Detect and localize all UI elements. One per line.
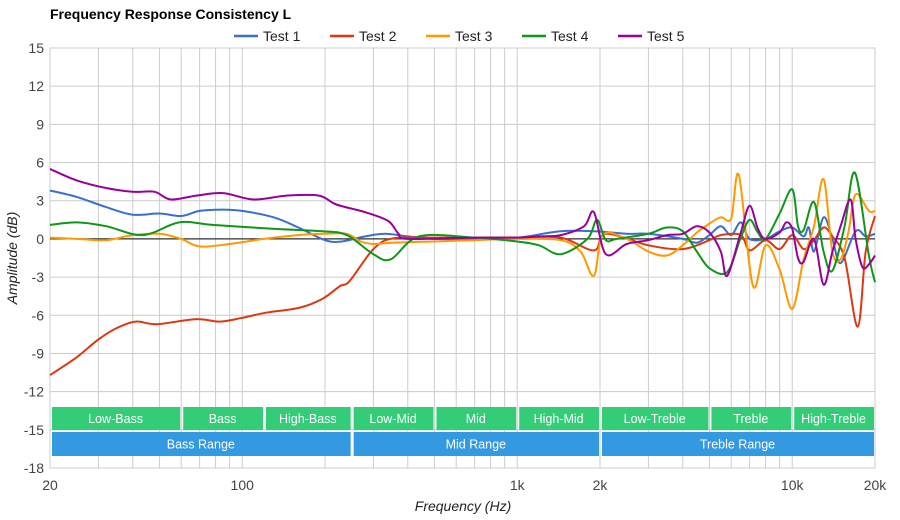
y-tick-label: -3 bbox=[32, 269, 45, 285]
x-tick-label: 10k bbox=[781, 477, 805, 493]
y-tick-label: -15 bbox=[24, 422, 44, 438]
band-bands_top-box bbox=[711, 407, 792, 430]
y-tick-label: 0 bbox=[36, 231, 44, 247]
plot-frame bbox=[49, 47, 876, 469]
band-label: Treble bbox=[733, 412, 768, 426]
y-tick-label: 9 bbox=[36, 116, 44, 132]
series-line-test-3 bbox=[49, 172, 876, 310]
band-bands_top-box bbox=[52, 407, 181, 430]
legend: Test 1 Test 2 Test 3 Test 4 Test 5 bbox=[234, 28, 685, 44]
frequency-bands: Low-Bass Bass High-Bass Low-Mid Mid High-Mid L… bbox=[52, 407, 874, 456]
x-axis-label: Frequency (Hz) bbox=[415, 498, 511, 514]
band-label: High-Bass bbox=[279, 412, 337, 426]
y-tick-label: -12 bbox=[24, 384, 44, 400]
series-line-test-4 bbox=[49, 171, 876, 283]
band-bands_top-box bbox=[602, 407, 709, 430]
series-line-test-1 bbox=[49, 189, 876, 265]
band-label: High-Mid bbox=[534, 412, 584, 426]
legend-label: Test 4 bbox=[551, 28, 589, 44]
band-bands_bottom-box bbox=[602, 432, 874, 456]
band-label: High-Treble bbox=[801, 412, 866, 426]
band-bands_top-box bbox=[436, 407, 517, 430]
band-label: Bass bbox=[209, 412, 237, 426]
band-bands_top-box bbox=[519, 407, 599, 430]
band-bands_top-box bbox=[353, 407, 434, 430]
x-tick-label: 20 bbox=[42, 477, 58, 493]
chart-title: Frequency Response Consistency L bbox=[50, 6, 292, 22]
legend-label: Test 3 bbox=[455, 28, 493, 44]
y-tick-label: 12 bbox=[28, 78, 44, 94]
x-tick-label: 100 bbox=[231, 477, 255, 493]
y-tick-label: -18 bbox=[24, 460, 44, 476]
band-label: Mid bbox=[466, 412, 486, 426]
band-bands_top-box bbox=[794, 407, 874, 430]
band-label: Mid Range bbox=[446, 438, 506, 452]
band-label: Low-Treble bbox=[624, 412, 686, 426]
legend-label: Test 1 bbox=[263, 28, 301, 44]
series-lines bbox=[49, 167, 876, 376]
x-tick-label: 20k bbox=[864, 477, 888, 493]
y-tick-label: 6 bbox=[36, 155, 44, 171]
x-tick-label: 1k bbox=[510, 477, 526, 493]
band-label: Low-Bass bbox=[88, 412, 143, 426]
y-tick-label: -9 bbox=[32, 345, 45, 361]
band-bands_top-box bbox=[265, 407, 351, 430]
grid bbox=[49, 47, 876, 469]
y-tick-label: 3 bbox=[36, 193, 44, 209]
band-bands_bottom-box bbox=[353, 432, 599, 456]
y-tick-label: -6 bbox=[32, 307, 45, 323]
series-line-test-5 bbox=[49, 167, 876, 286]
y-axis-label: Amplitude (dB) bbox=[4, 212, 20, 306]
legend-label: Test 5 bbox=[647, 28, 685, 44]
band-label: Treble Range bbox=[700, 438, 775, 452]
legend-label: Test 2 bbox=[359, 28, 397, 44]
band-label: Bass Range bbox=[167, 438, 235, 452]
band-bands_top-box bbox=[183, 407, 263, 430]
band-bands_bottom-box bbox=[52, 432, 351, 456]
y-tick-label: 15 bbox=[28, 40, 44, 56]
x-tick-label: 2k bbox=[593, 477, 609, 493]
band-label: Low-Mid bbox=[369, 412, 416, 426]
